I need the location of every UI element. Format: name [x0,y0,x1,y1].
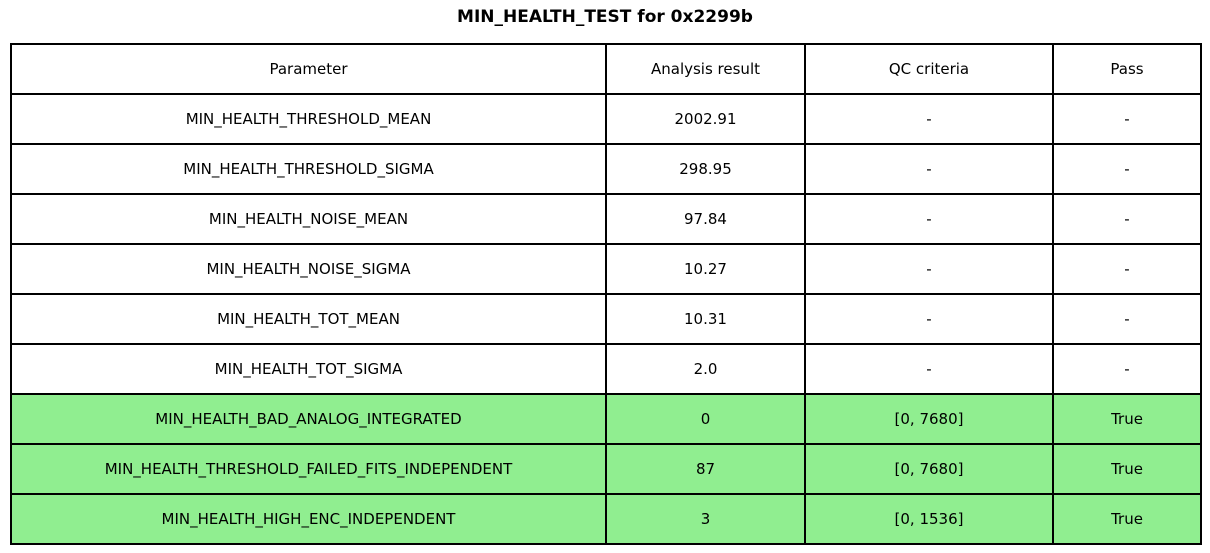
parameter-cell: MIN_HEALTH_BAD_ANALOG_INTEGRATED [10,393,607,445]
result-cell: 3 [605,493,806,545]
table-row: MIN_HEALTH_NOISE_SIGMA 10.27- - [10,243,1202,295]
result-cell: 2002.91 [605,93,806,145]
qc-criteria-cell: - [804,293,1054,345]
pass-cell: - [1052,343,1202,395]
page-title: MIN_HEALTH_TEST for 0x2299b [457,7,753,27]
pass-cell: True [1052,493,1202,545]
parameter-cell: MIN_HEALTH_THRESHOLD_SIGMA [10,143,607,195]
parameter-cell: MIN_HEALTH_TOT_MEAN [10,293,607,345]
qc-criteria-cell: - [804,343,1054,395]
table-body: MIN_HEALTH_THRESHOLD_MEAN 2002.91- - MIN_HE… [10,93,1202,545]
qc-criteria-cell: - [804,243,1054,295]
qc-criteria-cell: [0, 7680] [804,443,1054,495]
parameter-cell: MIN_HEALTH_THRESHOLD_FAILED_FITS_INDEPEN… [10,443,607,495]
result-cell: 97.84 [605,193,806,245]
qc-criteria-cell: - [804,143,1054,195]
header-row: Parameter Analysis result QC criteria Pa… [10,43,1202,95]
qc-criteria-cell: - [804,193,1054,245]
pass-cell: - [1052,93,1202,145]
pass-cell: True [1052,443,1202,495]
table-row: MIN_HEALTH_THRESHOLD_MEAN 2002.91- - [10,93,1202,145]
table-row: MIN_HEALTH_TOT_MEAN 10.31- - [10,293,1202,345]
parameter-cell: MIN_HEALTH_TOT_SIGMA [10,343,607,395]
table-row: MIN_HEALTH_HIGH_ENC_INDEPENDENT 3 [0, 1536… [10,493,1202,545]
pass-cell: - [1052,193,1202,245]
result-cell: 298.95 [605,143,806,195]
result-cell: 2.0 [605,343,806,395]
table-row: MIN_HEALTH_TOT_SIGMA 2.0- - [10,343,1202,395]
pass-cell: - [1052,143,1202,195]
qc-criteria-cell: [0, 1536] [804,493,1054,545]
table-row: MIN_HEALTH_NOISE_MEAN 97.84- - [10,193,1202,245]
qc-criteria-cell: - [804,93,1054,145]
pass-cell: - [1052,243,1202,295]
column-header-qc-criteria: QC criteria [804,43,1054,95]
result-cell: 10.27 [605,243,806,295]
parameter-cell: MIN_HEALTH_NOISE_MEAN [10,193,607,245]
column-header-analysis-result: Analysis result [605,43,806,95]
column-header-parameter: Parameter [10,43,607,95]
parameter-cell: MIN_HEALTH_NOISE_SIGMA [10,243,607,295]
table-row: MIN_HEALTH_THRESHOLD_FAILED_FITS_INDEPEN… [10,443,1202,495]
table-row: MIN_HEALTH_BAD_ANALOG_INTEGRATED 0 [0, 768… [10,393,1202,445]
qc-criteria-cell: [0, 7680] [804,393,1054,445]
pass-cell: True [1052,393,1202,445]
result-cell: 0 [605,393,806,445]
pass-cell: - [1052,293,1202,345]
result-cell: 87 [605,443,806,495]
parameter-cell: MIN_HEALTH_HIGH_ENC_INDEPENDENT [10,493,607,545]
result-cell: 10.31 [605,293,806,345]
column-header-pass: Pass [1052,43,1202,95]
qc-results-table: Parameter Analysis result QC criteria Pa… [10,43,1202,545]
table-row: MIN_HEALTH_THRESHOLD_SIGMA 298.95- - [10,143,1202,195]
parameter-cell: MIN_HEALTH_THRESHOLD_MEAN [10,93,607,145]
